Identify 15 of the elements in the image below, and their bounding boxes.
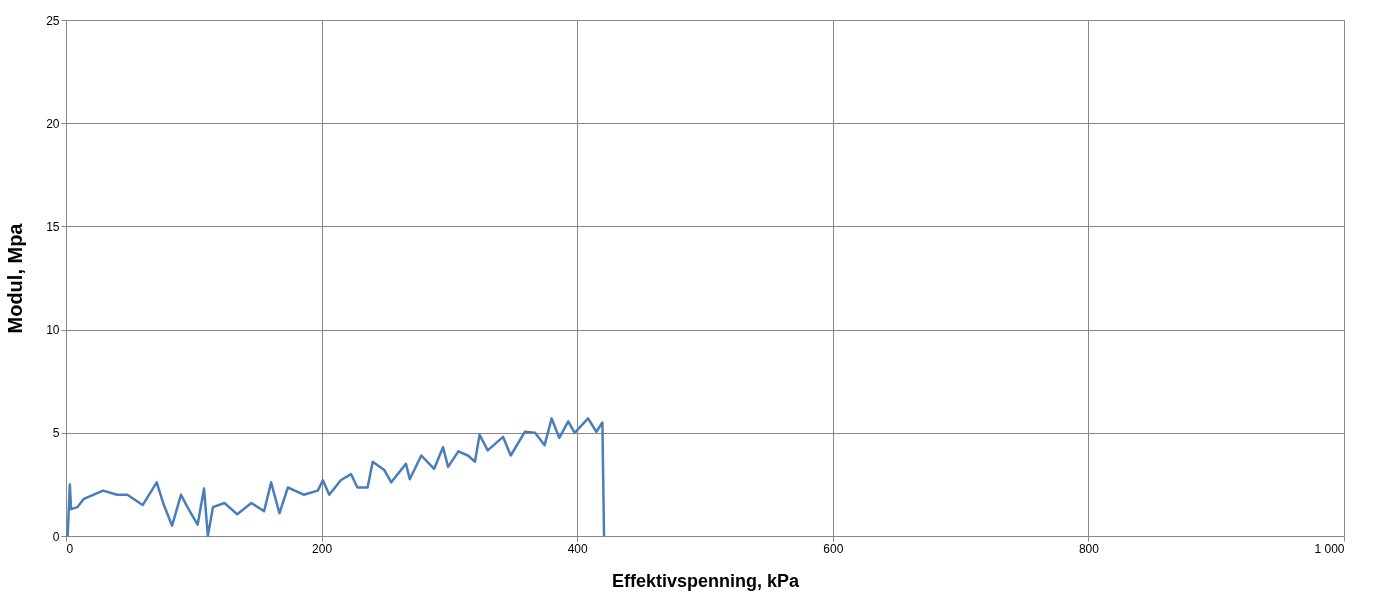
y-tick-label: 5 [52, 426, 60, 441]
y-tick-label: 20 [46, 116, 60, 131]
x-axis-title: Effektivspenning, kPa [611, 570, 801, 591]
x-tick-label: 1 000 [1314, 541, 1345, 556]
line-series [66, 417, 606, 538]
y-tick-label: 25 [46, 13, 60, 28]
x-tick-label: 0 [66, 541, 74, 556]
y-axis-title: Modul, Mpa [4, 222, 27, 334]
x-tick-label: 200 [312, 541, 333, 556]
x-tick-label: 400 [567, 541, 589, 556]
x-tick-label: 600 [823, 541, 844, 556]
y-tick-label: 0 [52, 529, 60, 544]
x-tick-label: 800 [1078, 541, 1100, 556]
y-tick-label: 10 [46, 323, 60, 338]
y-tick-label: 15 [46, 219, 60, 234]
